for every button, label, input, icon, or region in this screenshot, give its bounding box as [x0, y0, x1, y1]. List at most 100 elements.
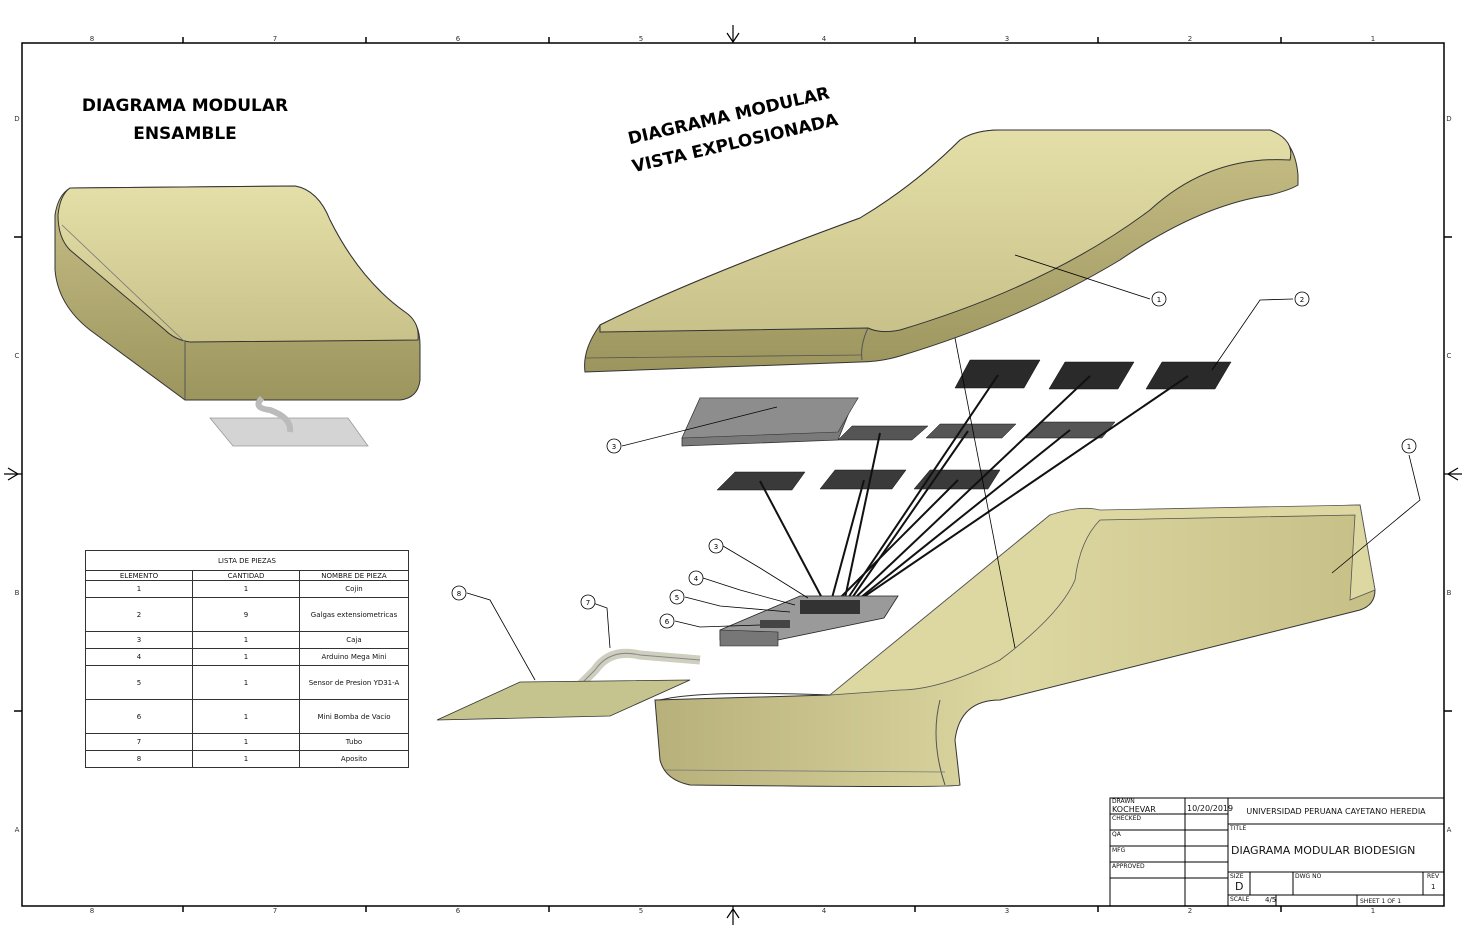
item-cell: 2: [85, 597, 193, 632]
qty-cell: 1: [192, 631, 300, 649]
drawn-date: 10/20/2019: [1187, 804, 1234, 813]
drawn-by: KOCHEVAR: [1112, 805, 1156, 814]
zone-col-4: 4: [822, 35, 827, 43]
drawn-label: DRAWN: [1112, 798, 1135, 805]
item-cell: 6: [85, 699, 193, 734]
header-item: ELEMENTO: [85, 570, 193, 581]
exploded-cushion: [584, 129, 1299, 373]
table-row: 1 1 Cojin: [85, 580, 409, 598]
zone-row-a-right: A: [1447, 826, 1452, 834]
qa-label: QA: [1112, 831, 1121, 838]
callout-numbers: 1 2 3 1 3 4 5 6 7 8: [457, 296, 1411, 626]
callout-1: 1: [1157, 296, 1161, 304]
callout-3b: 3: [714, 543, 718, 551]
scale-label: SCALE: [1230, 896, 1250, 903]
zone-col-5: 5: [639, 35, 643, 43]
zone-row-c-right: C: [1447, 352, 1452, 360]
name-cell: Sensor de Presion YD31-A: [299, 665, 409, 700]
zone-row-c: C: [15, 352, 20, 360]
checked-label: CHECKED: [1112, 815, 1142, 822]
assembly-heading: DIAGRAMA MODULAR ENSAMBLE: [60, 92, 310, 148]
item-cell: 3: [85, 631, 193, 649]
table-row: 5 1 Sensor de Presion YD31-A: [85, 665, 409, 700]
header-qty: CANTIDAD: [192, 570, 300, 581]
header-name: NOMBRE DE PIEZA: [299, 570, 409, 581]
gauge-wires: [759, 374, 1189, 599]
callout-circles: [451, 291, 1417, 629]
zone-col-8: 8: [90, 35, 94, 43]
zone-row-b: B: [15, 589, 20, 597]
zone-col-5-bottom: 5: [639, 907, 643, 915]
callout-6: 6: [665, 618, 670, 626]
zone-col-1-bottom: 1: [1371, 907, 1375, 915]
dressing-pad: [436, 679, 691, 721]
zone-col-6: 6: [456, 35, 461, 43]
zone-row-b-right: B: [1447, 589, 1452, 597]
mfg-label: MFG: [1112, 847, 1126, 854]
zone-labels: 8 7 6 5 4 3 2 1 8 7 6 5 4 3 2 1 D C B A …: [14, 35, 1451, 915]
qty-cell: 1: [192, 733, 300, 751]
qty-cell: 1: [192, 580, 300, 598]
zone-col-4-bottom: 4: [822, 907, 827, 915]
callout-4: 4: [694, 575, 699, 583]
zone-col-3-bottom: 3: [1005, 907, 1009, 915]
qty-cell: 1: [192, 648, 300, 666]
table-row: 4 1 Arduino Mega Mini: [85, 648, 409, 666]
qty-cell: 9: [192, 597, 300, 632]
zone-row-d-right: D: [1446, 115, 1451, 123]
qty-cell: 1: [192, 750, 300, 768]
center-marks: [4, 25, 1462, 925]
rev-label: REV: [1427, 873, 1440, 880]
title-block-frame: [1109, 797, 1445, 907]
callout-3: 3: [612, 443, 616, 451]
assembly-heading-line2: ENSAMBLE: [133, 124, 237, 144]
size-label: SIZE: [1230, 873, 1244, 880]
zone-col-3: 3: [1005, 35, 1009, 43]
name-cell: Tubo: [299, 733, 409, 751]
zone-col-7: 7: [273, 35, 277, 43]
table-row: 6 1 Mini Bomba de Vacio: [85, 699, 409, 734]
qty-cell: 1: [192, 699, 300, 734]
callout-8: 8: [457, 590, 461, 598]
table-row: 7 1 Tubo: [85, 733, 409, 751]
name-cell: Galgas extensiometricas: [299, 597, 409, 632]
item-cell: 5: [85, 665, 193, 700]
item-cell: 7: [85, 733, 193, 751]
zone-col-1: 1: [1371, 35, 1375, 43]
dwg-no-label: DWG NO: [1295, 873, 1322, 880]
callout-1b: 1: [1407, 443, 1411, 451]
callout-7: 7: [586, 599, 590, 607]
callout-5: 5: [675, 594, 679, 602]
scale-value: 4/5: [1265, 896, 1277, 904]
item-cell: 8: [85, 750, 193, 768]
drawing-title: DIAGRAMA MODULAR BIODESIGN: [1231, 844, 1416, 857]
zone-ticks: [14, 37, 1452, 912]
zone-col-7-bottom: 7: [273, 907, 277, 915]
table-row: 3 1 Caja: [85, 631, 409, 649]
name-cell: Arduino Mega Mini: [299, 648, 409, 666]
item-cell: 4: [85, 648, 193, 666]
zone-col-6-bottom: 6: [456, 907, 461, 915]
base-tray: [654, 504, 1376, 787]
leader-lines: [466, 254, 1421, 681]
approved-label: APPROVED: [1112, 863, 1145, 870]
name-cell: Cojin: [299, 580, 409, 598]
sheet-number: SHEET 1 OF 1: [1360, 898, 1402, 905]
name-cell: Aposito: [299, 750, 409, 768]
size-value: D: [1235, 880, 1244, 893]
table-row: 8 1 Aposito: [85, 750, 409, 768]
box-lid-top: [681, 397, 859, 439]
callout-2: 2: [1300, 296, 1304, 304]
rev-value: 1: [1431, 883, 1436, 891]
zone-col-8-bottom: 8: [90, 907, 94, 915]
parts-list-table: LISTA DE PIEZAS ELEMENTO CANTIDAD NOMBRE…: [85, 550, 409, 768]
qty-cell: 1: [192, 665, 300, 700]
item-cell: 1: [85, 580, 193, 598]
name-cell: Caja: [299, 631, 409, 649]
zone-col-2: 2: [1188, 35, 1192, 43]
name-cell: Mini Bomba de Vacio: [299, 699, 409, 734]
zone-row-d: D: [14, 115, 19, 123]
table-row: 2 9 Galgas extensiometricas: [85, 597, 409, 632]
zone-col-2-bottom: 2: [1188, 907, 1192, 915]
parts-list-caption: LISTA DE PIEZAS: [85, 550, 409, 571]
